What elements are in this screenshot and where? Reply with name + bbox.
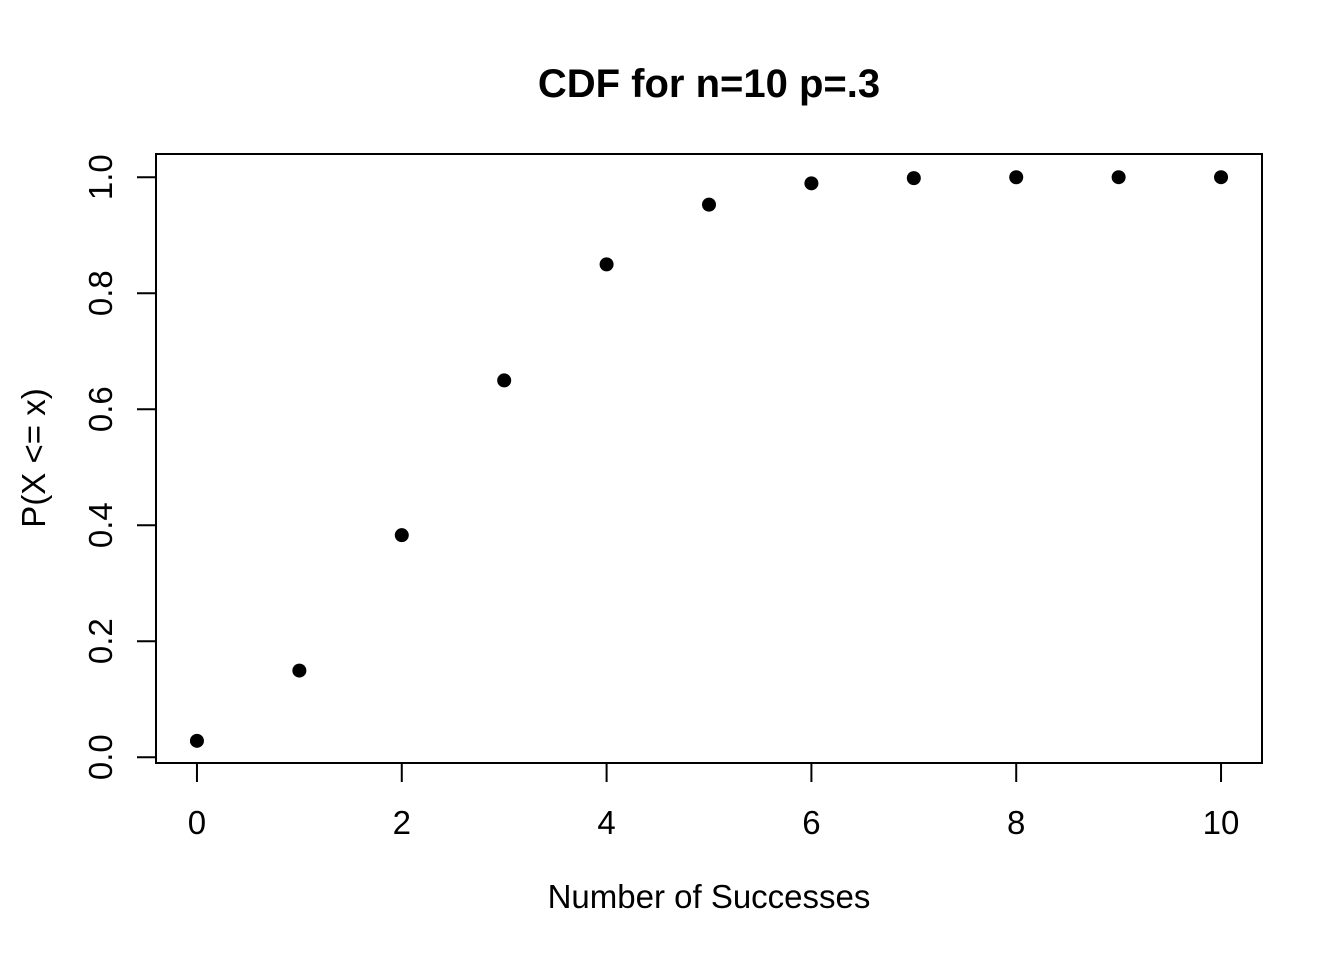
data-point xyxy=(702,197,716,212)
data-point xyxy=(1214,170,1229,185)
data-point xyxy=(599,257,614,272)
y-tick-label: 0.8 xyxy=(82,270,119,316)
data-point xyxy=(292,663,307,678)
y-axis: 0.0 0.2 0.4 0.6 0.8 1.0 xyxy=(82,154,156,780)
x-tick-label: 10 xyxy=(1203,804,1240,841)
data-point xyxy=(906,171,921,186)
chart-title: CDF for n=10 p=.3 xyxy=(538,62,880,106)
data-point xyxy=(189,733,204,748)
plot-box xyxy=(155,153,1263,764)
x-tick-label: 6 xyxy=(802,804,820,841)
data-point xyxy=(1111,170,1126,185)
y-tick-label: 0.2 xyxy=(82,618,119,664)
plot-border xyxy=(155,153,1263,764)
x-tick-label: 0 xyxy=(188,804,206,841)
data-points xyxy=(189,170,1229,748)
data-point xyxy=(1009,170,1024,185)
data-point xyxy=(804,176,819,191)
y-tick-label: 1.0 xyxy=(82,154,119,200)
x-axis: 0 2 4 6 8 10 xyxy=(188,763,1240,841)
y-axis-label: P(X <= x) xyxy=(15,388,52,527)
x-axis-label: Number of Successes xyxy=(548,878,871,915)
y-tick-label: 0.4 xyxy=(82,502,119,548)
x-tick-label: 4 xyxy=(597,804,615,841)
y-tick-label: 0.6 xyxy=(82,386,119,432)
data-point xyxy=(497,373,512,388)
y-tick-label: 0.0 xyxy=(82,734,119,780)
data-point xyxy=(394,528,409,543)
x-tick-label: 2 xyxy=(393,804,411,841)
x-tick-label: 8 xyxy=(1007,804,1025,841)
